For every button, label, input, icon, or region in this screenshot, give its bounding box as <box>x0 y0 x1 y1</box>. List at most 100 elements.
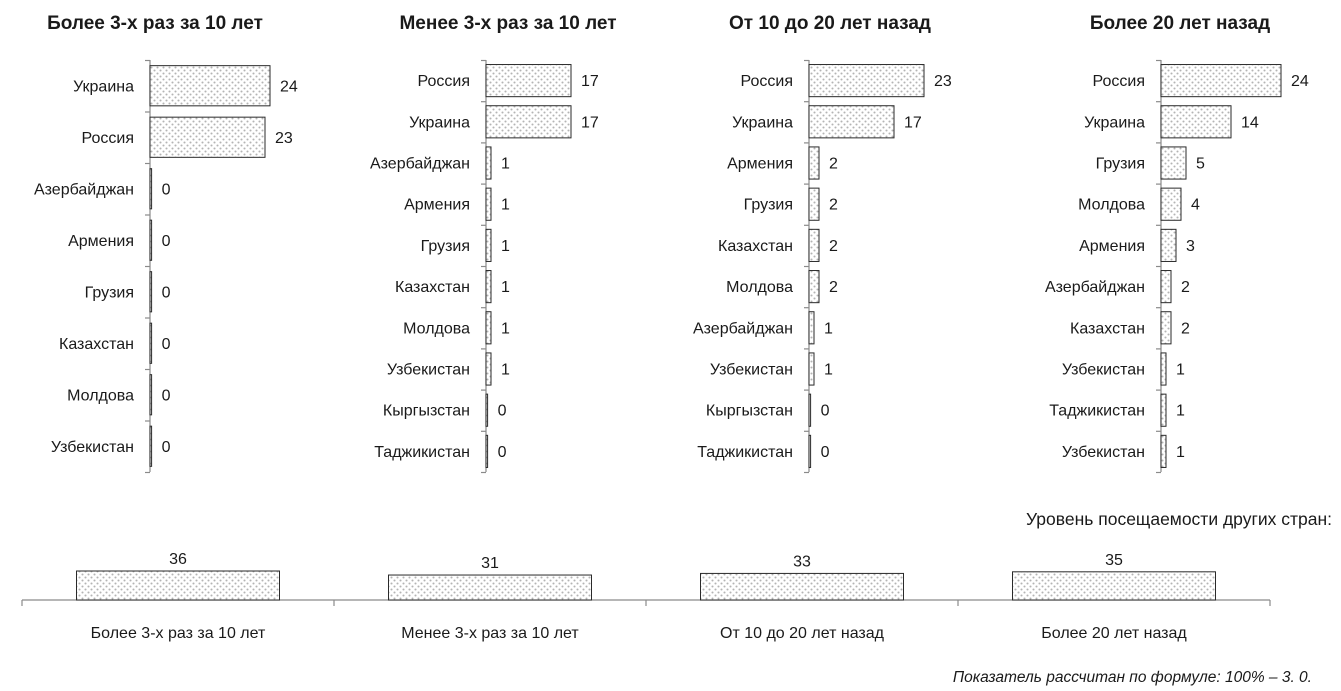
panel-2: Россия 17 Украина 17 Азербайджан 1 Армения 1 Гру… <box>370 59 599 474</box>
summary-bar <box>76 570 280 601</box>
bar <box>485 352 492 386</box>
value-label: 17 <box>581 114 599 131</box>
category-label: Молдова <box>726 279 793 296</box>
value-label: 0 <box>162 284 171 301</box>
value-label: 24 <box>280 78 298 95</box>
bar <box>808 270 820 304</box>
category-label: Таджикистан <box>697 444 793 461</box>
category-label: Армения <box>68 233 134 250</box>
value-label: 5 <box>1196 156 1205 173</box>
panel-4: Россия 24 Украина 14 Грузия 5 Молдова 4 Армения 3… <box>1045 59 1309 474</box>
summary-bar-chart: 36 Более 3-х раз за 10 лет 31 Менее 3-х раз… <box>21 551 1271 642</box>
value-label: 0 <box>162 336 171 353</box>
bar <box>149 425 153 467</box>
bar <box>485 393 489 427</box>
category-label: Грузия <box>421 238 470 255</box>
bar <box>485 146 492 180</box>
panel-4-title: Более 20 лет назад <box>1090 13 1270 34</box>
value-label: 2 <box>829 156 838 173</box>
bar <box>808 146 820 180</box>
summary-value-label: 36 <box>169 551 187 568</box>
bar <box>808 228 820 262</box>
value-label: 1 <box>501 279 510 296</box>
value-label: 1 <box>824 320 833 337</box>
summary-value-label: 33 <box>793 553 811 570</box>
bar <box>1160 270 1172 304</box>
value-label: 2 <box>1181 279 1190 296</box>
value-label: 2 <box>829 279 838 296</box>
category-label: Грузия <box>744 197 793 214</box>
category-label: Украина <box>73 78 134 95</box>
category-label: Узбекистан <box>1062 444 1145 461</box>
category-label: Украина <box>409 114 470 131</box>
panel-2-title: Менее 3-х раз за 10 лет <box>399 13 616 34</box>
value-label: 24 <box>1291 73 1309 90</box>
category-label: Россия <box>1093 73 1145 90</box>
value-label: 2 <box>829 238 838 255</box>
category-label: Армения <box>727 156 793 173</box>
footnote: Показатель рассчитан по формуле: 100% – … <box>953 669 1312 686</box>
category-label: Таджикистан <box>374 444 470 461</box>
bar <box>1160 64 1282 98</box>
value-label: 1 <box>501 362 510 379</box>
bar <box>485 187 492 221</box>
bar <box>1160 146 1187 180</box>
value-label: 0 <box>162 387 171 404</box>
bar <box>1160 434 1167 468</box>
bar <box>808 393 812 427</box>
bar <box>485 434 489 468</box>
value-label: 4 <box>1191 197 1200 214</box>
bar <box>1160 311 1172 345</box>
summary-category-label: Менее 3-х раз за 10 лет <box>401 625 579 642</box>
value-label: 23 <box>934 73 952 90</box>
category-label: Россия <box>82 130 134 147</box>
value-label: 0 <box>821 403 830 420</box>
bar <box>485 270 492 304</box>
bar <box>485 64 572 98</box>
value-label: 0 <box>162 439 171 456</box>
bar <box>1160 393 1167 427</box>
bar <box>808 352 815 386</box>
value-label: 1 <box>501 320 510 337</box>
category-label: Грузия <box>85 284 134 301</box>
bar <box>485 105 572 139</box>
value-label: 0 <box>162 181 171 198</box>
bar <box>1160 228 1177 262</box>
bar <box>485 228 492 262</box>
summary-bar <box>700 572 904 601</box>
bar <box>149 168 153 210</box>
category-label: Грузия <box>1096 156 1145 173</box>
bar <box>149 219 153 261</box>
summary-category-label: От 10 до 20 лет назад <box>720 625 885 642</box>
panel-1: Украина 24 Россия 23 Азербайджан 0 Армения 0 Гру… <box>34 59 298 474</box>
category-label: Украина <box>1084 114 1145 131</box>
category-label: Украина <box>732 114 793 131</box>
value-label: 1 <box>1176 362 1185 379</box>
category-label: Азербайджан <box>1045 279 1145 296</box>
category-label: Таджикистан <box>1049 403 1145 420</box>
summary-chart-title: Уровень посещаемости других стран: <box>1026 509 1332 529</box>
category-label: Казахстан <box>59 336 134 353</box>
value-label: 17 <box>904 114 922 131</box>
category-label: Узбекистан <box>387 362 470 379</box>
category-label: Армения <box>404 197 470 214</box>
value-label: 0 <box>821 444 830 461</box>
category-label: Узбекистан <box>710 362 793 379</box>
value-label: 0 <box>498 403 507 420</box>
summary-category-label: Более 20 лет назад <box>1041 625 1187 642</box>
value-label: 0 <box>498 444 507 461</box>
value-label: 2 <box>829 197 838 214</box>
value-label: 23 <box>275 130 293 147</box>
category-label: Молдова <box>1078 197 1145 214</box>
bar <box>1160 105 1232 139</box>
bar <box>808 187 820 221</box>
summary-value-label: 31 <box>481 555 499 572</box>
value-label: 1 <box>824 362 833 379</box>
bar <box>1160 352 1167 386</box>
bar <box>149 374 153 416</box>
category-label: Казахстан <box>395 279 470 296</box>
bar <box>485 311 492 345</box>
value-label: 1 <box>501 156 510 173</box>
category-label: Казахстан <box>1070 320 1145 337</box>
